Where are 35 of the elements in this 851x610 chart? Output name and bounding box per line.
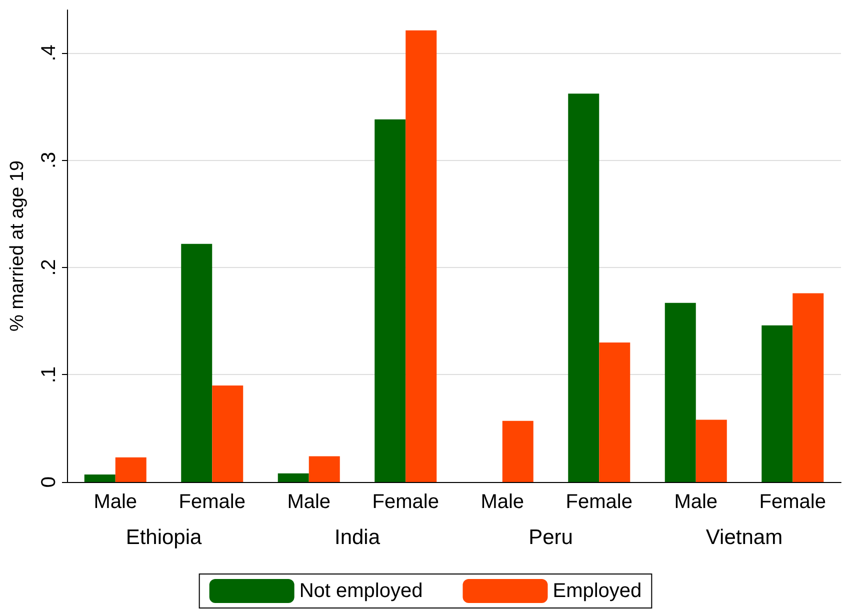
x-tick-label: Female [566, 491, 632, 513]
bar [406, 30, 437, 482]
x-tick-label: Male [480, 491, 524, 513]
bar [792, 293, 824, 482]
legend-label: Employed [552, 580, 642, 602]
bar [664, 302, 696, 482]
x-tick-label: Male [94, 491, 138, 513]
bar [696, 420, 727, 482]
y-tick-label: .1 [38, 366, 60, 384]
x-tick-label: Male [287, 491, 331, 513]
bar [84, 474, 116, 482]
text: Peru [528, 526, 573, 549]
bar [374, 119, 406, 482]
y-tick-label: .4 [38, 44, 60, 62]
y-tick-label: .3 [38, 152, 60, 169]
legend-label: Not employed [299, 580, 423, 602]
bar [568, 94, 600, 482]
bar [599, 342, 630, 482]
y-tick-label: .2 [38, 259, 60, 276]
bar [308, 456, 340, 482]
x-tick-label: Female [759, 491, 826, 513]
y-axis-title: % married at age 19 [7, 160, 28, 332]
text: Vietnam [706, 526, 783, 549]
text: India [334, 526, 380, 549]
bar [181, 244, 212, 482]
x-tick-label: Male [674, 491, 718, 513]
x-tick-label: Female [178, 491, 246, 513]
x-tick-label: Female [372, 491, 439, 513]
bar [762, 325, 793, 482]
bar [278, 473, 309, 482]
bar [212, 385, 244, 482]
y-tick-label: 0 [38, 476, 60, 488]
bar [115, 457, 146, 482]
text: Ethiopia [126, 526, 202, 549]
bar [502, 420, 534, 482]
